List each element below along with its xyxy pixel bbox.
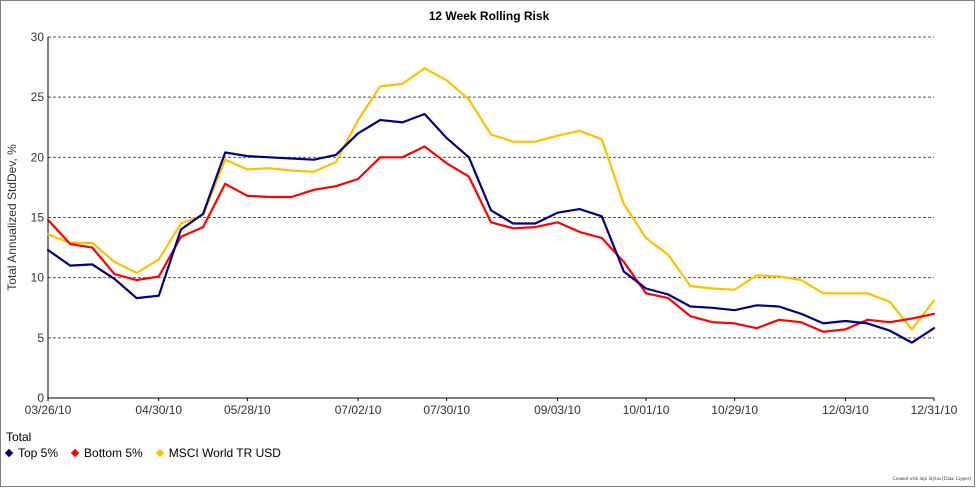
legend-item: MSCI World TR USD — [155, 446, 281, 460]
legend-item: Top 5% — [4, 446, 59, 460]
legend-marker-icon — [155, 448, 164, 458]
series-line-msci-world-tr-usd — [46, 67, 936, 331]
series-line-bottom-5 — [46, 145, 936, 333]
series-line-top-5 — [46, 112, 936, 344]
series-layer — [46, 67, 936, 344]
legend-item: Bottom 5% — [70, 446, 143, 460]
legend-label: MSCI World TR USD — [168, 446, 281, 460]
x-tick-label: 10/01/10 — [623, 403, 670, 417]
chart-title: 12 Week Rolling Risk — [429, 9, 550, 23]
footer-note: Created with mpi Stylus (Data: Lipper) — [892, 477, 971, 482]
y-axis-label: Total Annualized StdDev, % — [5, 144, 19, 291]
legend-label: Top 5% — [18, 446, 59, 460]
y-tick-label: 10 — [31, 271, 45, 285]
x-tick-label: 07/02/10 — [335, 403, 382, 417]
axis-layer: 0 5 10 15 20 25 30 03/26/10 04/30/10 05/28/10 07/0… — [25, 30, 958, 417]
x-tick-label: 12/31/10 — [911, 403, 958, 417]
y-tick-label: 25 — [31, 90, 45, 104]
x-tick-label: 12/03/10 — [822, 403, 869, 417]
legend-title: Total — [6, 430, 32, 444]
y-tick-label: 0 — [37, 391, 44, 405]
y-tick-label: 20 — [31, 150, 45, 164]
x-tick-label: 10/29/10 — [711, 403, 758, 417]
x-tick-label: 09/03/10 — [534, 403, 581, 417]
x-tick-label: 07/30/10 — [423, 403, 470, 417]
legend-marker-icon — [70, 448, 80, 458]
y-tick-label: 5 — [37, 331, 44, 345]
y-tick-label: 15 — [31, 211, 45, 225]
x-tick-label: 05/28/10 — [224, 403, 271, 417]
grid-layer — [48, 36, 934, 339]
y-tick-label: 30 — [31, 30, 45, 44]
x-tick-label: 04/30/10 — [135, 403, 182, 417]
x-tick-label: 03/26/10 — [25, 403, 72, 417]
legend-label: Bottom 5% — [84, 446, 143, 460]
legend-marker-icon — [4, 448, 14, 458]
legend: Total Top 5% Bottom 5% MSCI World TR USD — [4, 430, 281, 460]
legend-items: Top 5% Bottom 5% MSCI World TR USD — [4, 446, 281, 460]
